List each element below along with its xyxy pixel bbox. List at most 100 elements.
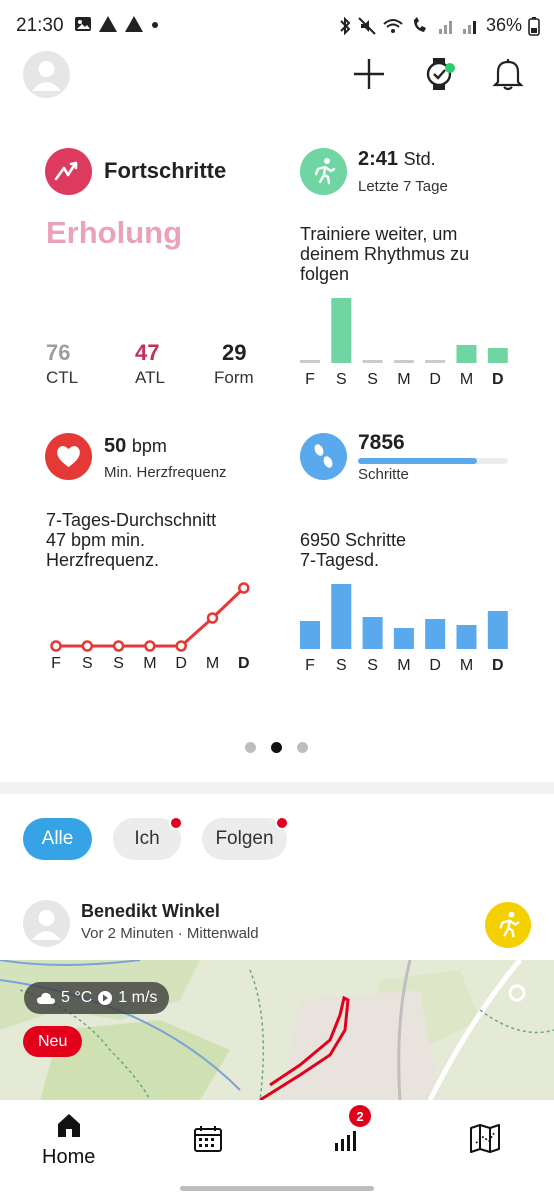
heart-rate-tick-label: M — [143, 655, 156, 672]
new-badge-label: Neu — [38, 1032, 68, 1050]
footsteps-icon — [314, 444, 333, 468]
heart-rate-point — [50, 640, 62, 652]
steps-bar — [487, 611, 508, 649]
progress-icon-circle — [45, 148, 92, 195]
home-indicator[interactable] — [180, 1186, 374, 1191]
avatar-icon — [32, 910, 61, 940]
nav-home-label: Home — [42, 1146, 96, 1168]
heart-rate-average: 7-Tages-Durchschnitt 47 bpm min. Herzfre… — [46, 510, 216, 570]
stats-icon[interactable] — [333, 1127, 359, 1153]
steps-label: Schritte — [358, 466, 409, 483]
status-left-icons — [74, 15, 160, 33]
signal-icon — [462, 20, 476, 34]
filter-follow-label: Folgen — [215, 828, 274, 849]
progress-status: Erholung — [46, 215, 183, 250]
bell-icon[interactable] — [491, 56, 525, 92]
steps-tick-label: S — [336, 657, 347, 674]
avatar-icon — [32, 61, 61, 91]
filter-chip-all[interactable]: Alle — [23, 818, 92, 860]
steps-tick-label: F — [305, 657, 315, 674]
page-dot[interactable] — [245, 742, 256, 753]
heart-rate-tick-label: M — [206, 655, 219, 672]
steps-tick-label: M — [460, 657, 473, 674]
heart-rate-tick-label: F — [51, 655, 61, 672]
training-bar — [300, 360, 320, 363]
filter-chip-follow[interactable]: Folgen — [202, 816, 289, 860]
heart-rate-point — [81, 640, 94, 652]
heart-avg-line2: 47 bpm min. — [46, 530, 146, 550]
training-bar — [362, 360, 383, 363]
steps-bar — [362, 617, 383, 649]
training-bar — [331, 298, 352, 363]
plus-icon[interactable] — [351, 56, 387, 92]
bottom-navigation: Home 2 — [0, 1100, 554, 1200]
steps-icon-circle — [300, 433, 347, 480]
training-tick-label: D — [429, 371, 441, 388]
steps-tick-label: M — [397, 657, 410, 674]
heart-rate-tick-label: S — [82, 655, 93, 672]
heart-rate-tick-label: D — [238, 655, 250, 672]
wind-play-icon — [98, 991, 113, 1005]
calendar-icon[interactable] — [193, 1125, 223, 1153]
steps-avg-line1: 6950 Schritte — [300, 530, 407, 550]
training-tick-label: F — [305, 371, 315, 388]
training-duration: 2:41 — [358, 148, 399, 170]
steps-average: 6950 Schritte 7-Tagesd. — [300, 530, 406, 570]
heart-rate-tick-label: S — [113, 655, 124, 672]
training-bar — [425, 360, 446, 363]
page-dot-active[interactable] — [271, 742, 282, 753]
steps-bar — [425, 619, 446, 649]
heart-rate-point — [112, 640, 125, 652]
status-bar: 21:30 36% — [0, 0, 554, 52]
filter-chip-me[interactable]: Ich — [113, 816, 183, 860]
steps-bar — [331, 584, 352, 649]
activity-type-badge — [485, 902, 531, 948]
training-bar — [393, 360, 414, 363]
nav-home[interactable]: Home — [36, 1112, 102, 1172]
steps-avg-line2: 7-Tagesd. — [300, 550, 380, 570]
mute-icon — [358, 16, 376, 35]
training-duration-row: 2:41 Std. — [358, 148, 436, 171]
activity-map[interactable]: 5 °C 1 m/s Neu — [0, 960, 554, 1100]
heart-avg-line1: 7-Tages-Durchschnitt — [46, 510, 217, 530]
wifi-icon — [383, 18, 403, 33]
heart-icon — [57, 446, 80, 467]
steps-progress-track — [358, 458, 508, 464]
bluetooth-icon — [340, 16, 351, 35]
trend-icon — [54, 161, 78, 181]
status-time: 21:30 — [16, 15, 64, 36]
ctl-label: CTL — [46, 368, 79, 387]
map-icon[interactable] — [469, 1123, 501, 1153]
filter-me-label: Ich — [134, 828, 160, 849]
feed-avatar[interactable] — [23, 900, 70, 947]
training-tick-label: S — [336, 371, 347, 388]
heart-rate-point — [238, 582, 250, 594]
training-unit: Std. — [403, 149, 436, 169]
feed-author-name[interactable]: Benedikt Winkel — [81, 901, 220, 921]
form-value: 29 — [222, 340, 247, 365]
weather-wind: 1 m/s — [118, 989, 158, 1006]
profile-avatar[interactable] — [23, 51, 70, 98]
signal-icon — [438, 20, 452, 34]
running-icon — [314, 158, 336, 185]
page-dot[interactable] — [297, 742, 308, 753]
heart-avg-line3: Herzfrequenz. — [46, 550, 160, 570]
section-divider — [0, 782, 554, 794]
atl-label: ATL — [135, 368, 165, 387]
battery-icon — [528, 16, 540, 36]
feed-meta: Vor 2 Minuten · Mittenwald — [81, 925, 259, 942]
training-bar — [487, 348, 508, 363]
progress-title: Fortschritte — [104, 158, 227, 183]
home-icon — [58, 1114, 80, 1137]
heart-rate-unit: bpm — [131, 436, 167, 456]
heart-rate-row: 50 bpm — [104, 435, 167, 458]
steps-bar — [300, 621, 320, 649]
training-tick-label: M — [460, 371, 473, 388]
ctl-value: 76 — [46, 340, 71, 365]
watch-icon[interactable] — [423, 56, 459, 92]
new-badge: Neu — [23, 1026, 83, 1057]
heart-rate-label: Min. Herzfrequenz — [104, 464, 227, 481]
heart-rate-point — [175, 640, 187, 652]
